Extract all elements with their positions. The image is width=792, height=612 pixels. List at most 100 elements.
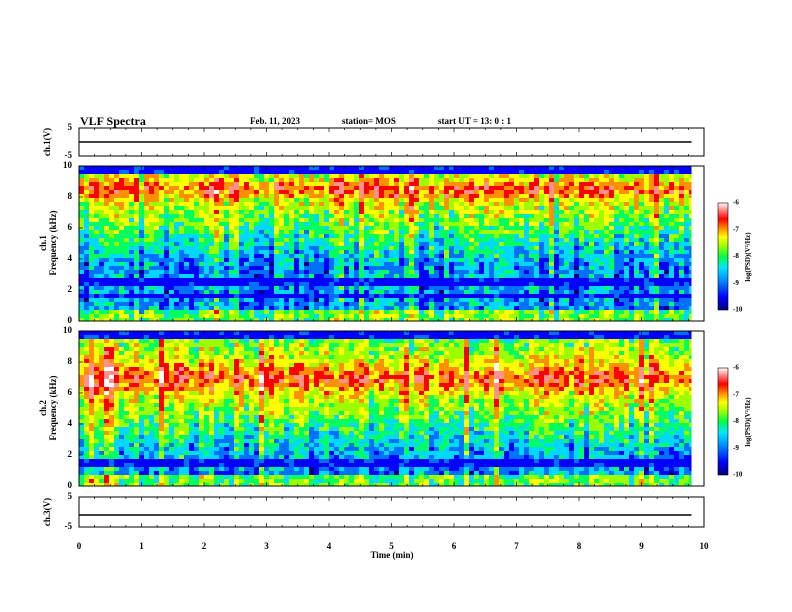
- spectrogram-cell: [544, 238, 549, 242]
- spectrogram-cell: [684, 294, 689, 298]
- spectrogram-cell: [174, 202, 179, 206]
- spectrogram-cell: [219, 278, 224, 282]
- spectrogram-cell: [599, 190, 604, 194]
- spectrogram-cell: [119, 266, 124, 270]
- spectrogram-cell: [189, 318, 194, 321]
- spectrogram-cell: [304, 178, 309, 182]
- spectrogram-cell: [319, 230, 324, 234]
- spectrogram-cell: [179, 238, 184, 242]
- spectrogram-cell: [349, 266, 354, 270]
- spectrogram-cell: [674, 234, 679, 238]
- spectrogram-cell: [679, 274, 684, 278]
- spectrogram-cell: [184, 286, 189, 290]
- spectrogram-cell: [629, 186, 634, 190]
- spectrogram-cell: [509, 202, 514, 206]
- spectrogram-cell: [79, 355, 84, 359]
- spectrogram-cell: [79, 479, 84, 483]
- spectrogram-cell: [614, 166, 619, 170]
- spectrogram-cell: [429, 186, 434, 190]
- spectrogram-cell: [199, 318, 204, 321]
- spectrogram-cell: [484, 210, 489, 214]
- spectrogram-cell: [269, 262, 274, 266]
- spectrogram-cell: [394, 170, 399, 174]
- spectrogram-cell: [79, 170, 84, 174]
- spectrogram-cell: [544, 202, 549, 206]
- spectrogram-cell: [144, 274, 149, 278]
- spectrogram-cell: [314, 302, 319, 306]
- spectrogram-cell: [99, 246, 104, 250]
- spectrogram-cell: [459, 170, 464, 174]
- spectrogram-cell: [639, 278, 644, 282]
- spectrogram-cell: [294, 302, 299, 306]
- spectrogram-cell: [494, 266, 499, 270]
- spectrogram-cell: [144, 206, 149, 210]
- spectrogram-cell: [494, 190, 499, 194]
- spectrogram-cell: [639, 298, 644, 302]
- spectrogram-cell: [299, 294, 304, 298]
- spectrogram-cell: [399, 198, 404, 202]
- spectrogram-cell: [139, 190, 144, 194]
- spectrogram-cell: [354, 182, 359, 186]
- spectrogram-cell: [134, 238, 139, 242]
- spectrogram-cell: [624, 262, 629, 266]
- spectrogram-cell: [644, 178, 649, 182]
- spectrogram-cell: [214, 306, 219, 310]
- spectrogram-cell: [629, 170, 634, 174]
- spectrogram-cell: [519, 230, 524, 234]
- spectrogram-cell: [504, 166, 509, 170]
- spectrogram-cell: [274, 226, 279, 230]
- spectrogram-cell: [654, 174, 659, 178]
- spectrogram-cell: [619, 246, 624, 250]
- spectrogram-cell: [239, 194, 244, 198]
- spectrogram-cell: [114, 246, 119, 250]
- spectrogram-cell: [634, 174, 639, 178]
- spectrogram-cell: [334, 302, 339, 306]
- spectrogram-cell: [139, 194, 144, 198]
- spectrogram-cell: [209, 210, 214, 214]
- spectrogram-cell: [349, 254, 354, 258]
- spectrogram-cell: [179, 278, 184, 282]
- spectrogram-cell: [294, 202, 299, 206]
- spectrogram-cell: [414, 254, 419, 258]
- spectrogram-cell: [609, 198, 614, 202]
- spectrogram-cell: [364, 306, 369, 310]
- spectrogram-cell: [614, 206, 619, 210]
- spectrogram-cell: [654, 294, 659, 298]
- spectrogram-cell: [629, 226, 634, 230]
- spectrogram-cell: [454, 254, 459, 258]
- spectrogram-cell: [379, 206, 384, 210]
- spectrogram-cell: [154, 258, 159, 262]
- spectrogram-cell: [689, 230, 692, 234]
- spectrogram-cell: [394, 290, 399, 294]
- spectrogram-cell: [89, 230, 94, 234]
- spectrogram-cell: [164, 234, 169, 238]
- spectrogram-cell: [229, 198, 234, 202]
- spectrogram-cell: [84, 206, 89, 210]
- spectrogram-cell: [139, 210, 144, 214]
- spectrogram-cell: [409, 318, 414, 321]
- spectrogram-cell: [359, 258, 364, 262]
- spectrogram-cell: [259, 166, 264, 170]
- spectrogram-cell: [234, 234, 239, 238]
- spectrogram-cell: [544, 306, 549, 310]
- spectrogram-cell: [464, 234, 469, 238]
- spectrogram-cell: [329, 186, 334, 190]
- spectrogram-cell: [529, 302, 534, 306]
- spectrogram-cell: [209, 266, 214, 270]
- spectrogram-cell: [554, 170, 559, 174]
- spectrogram-cell: [134, 274, 139, 278]
- spectrogram-cell: [579, 286, 584, 290]
- spectrogram-cell: [339, 310, 344, 314]
- spectrogram-cell: [629, 174, 634, 178]
- spectrogram-cell: [374, 246, 379, 250]
- spectrogram-cell: [234, 218, 239, 222]
- spectrogram-cell: [294, 198, 299, 202]
- spectrogram-cell: [149, 218, 154, 222]
- spectrogram-cell: [464, 258, 469, 262]
- spectrogram-cell: [464, 298, 469, 302]
- spectrogram-cell: [519, 170, 524, 174]
- spectrogram-cell: [129, 290, 134, 294]
- spectrogram-cell: [559, 274, 564, 278]
- spectrogram-cell: [429, 294, 434, 298]
- spectrogram-cell: [94, 174, 99, 178]
